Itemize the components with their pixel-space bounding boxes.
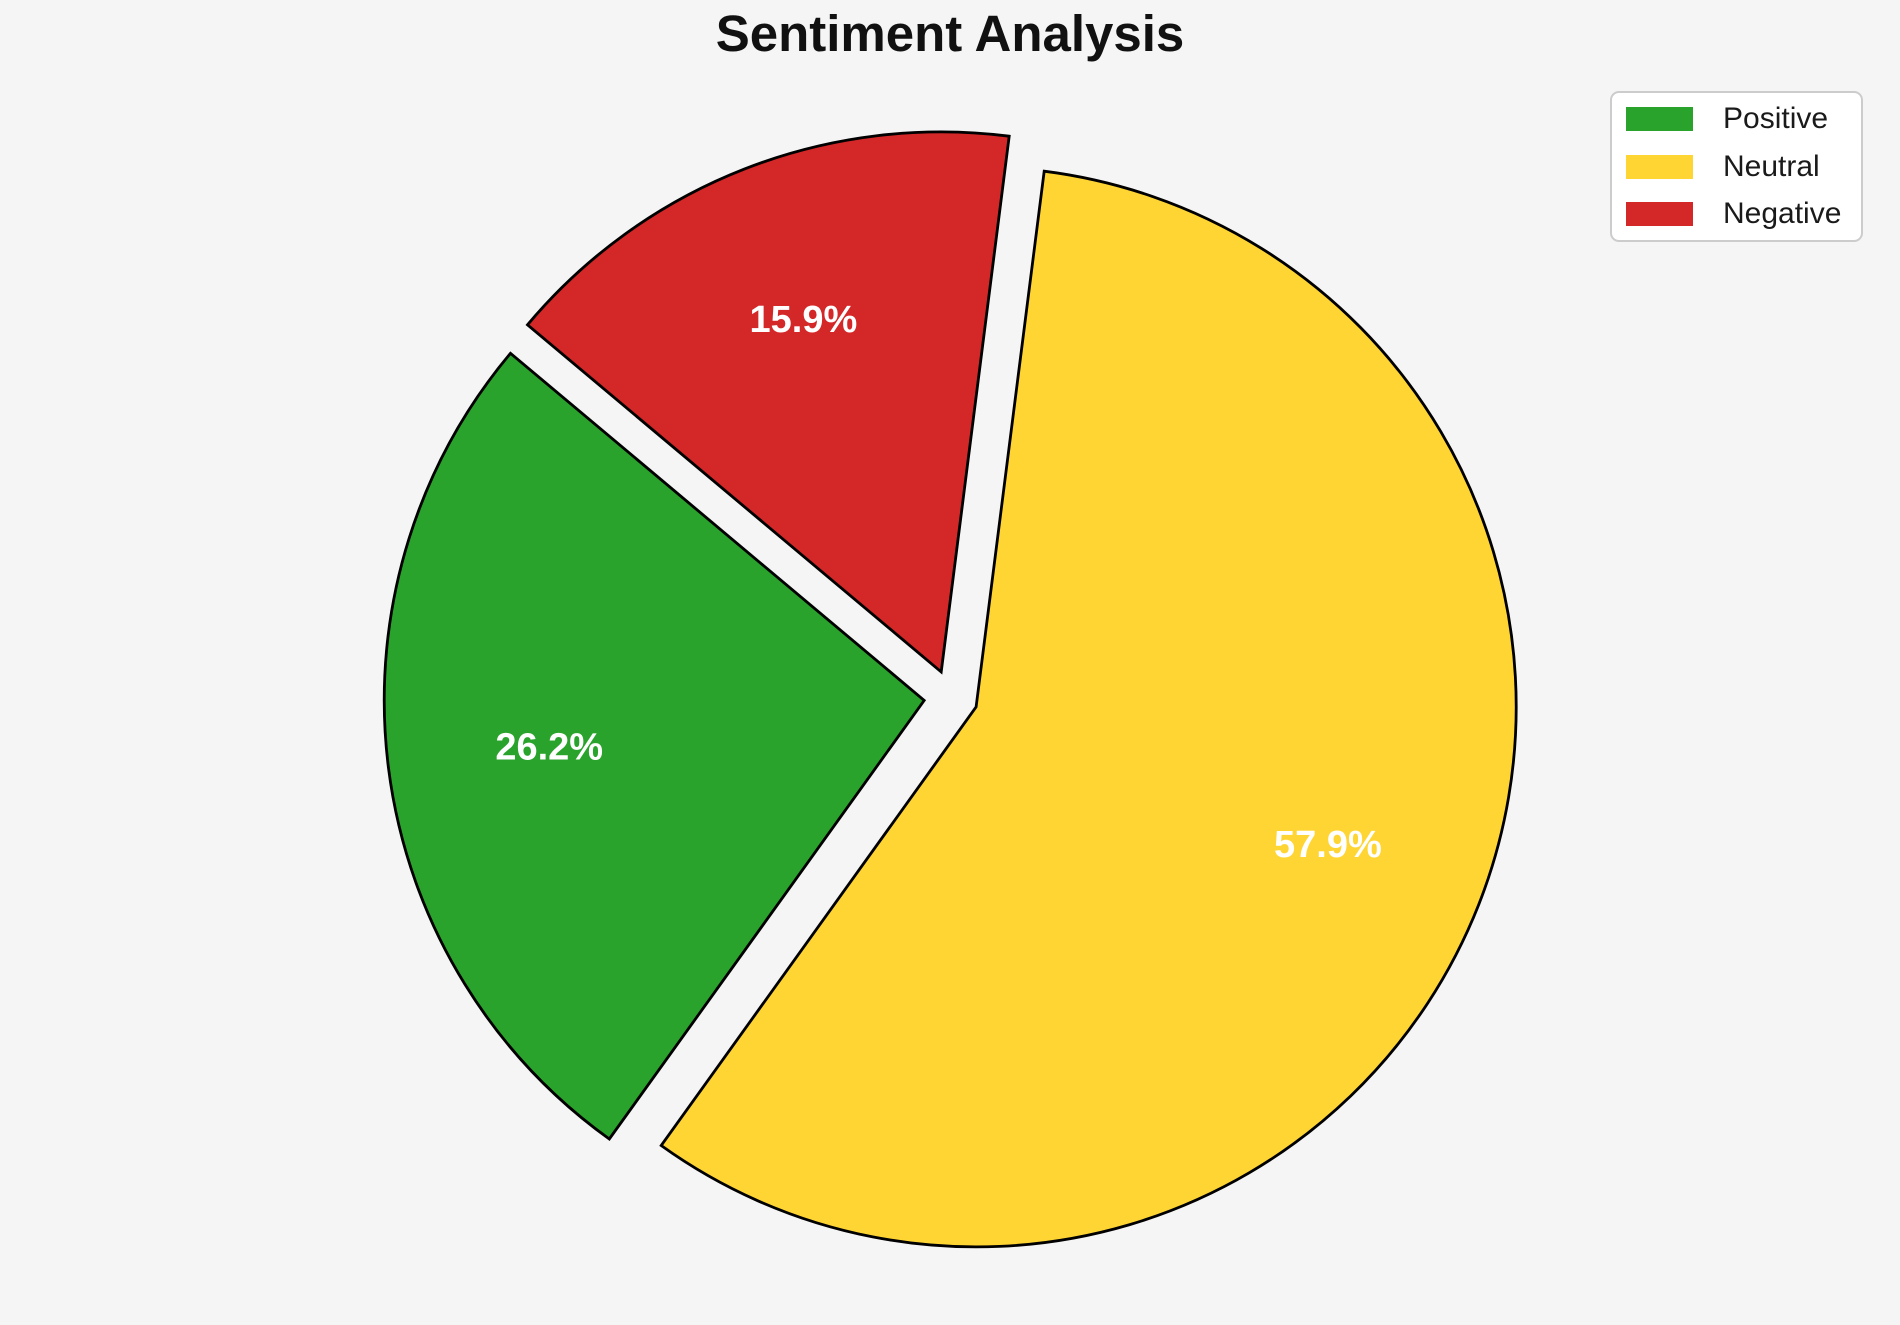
legend-swatch-positive-icon [1626,107,1693,131]
legend-item-negative: Negative [1626,198,1847,230]
legend-item-positive: Positive [1626,103,1847,135]
legend-swatch-neutral-icon [1626,154,1693,179]
legend-label-positive: Positive [1723,102,1829,135]
legend: Positive Neutral Negative [1610,91,1863,242]
pie-slice-negative [525,130,1011,675]
pct-label-neutral: 57.9% [1274,824,1382,866]
legend-label-neutral: Neutral [1723,149,1820,183]
pie-slice-neutral [659,169,1518,1249]
legend-swatch-negative-icon [1626,202,1693,226]
pie-slice-positive [382,351,927,1141]
legend-item-neutral: Neutral [1626,151,1847,183]
pct-label-negative: 15.9% [750,299,858,341]
chart-title: Sentiment Analysis [715,5,1185,62]
pct-label-positive: 26.2% [495,727,603,769]
legend-label-negative: Negative [1723,197,1842,230]
